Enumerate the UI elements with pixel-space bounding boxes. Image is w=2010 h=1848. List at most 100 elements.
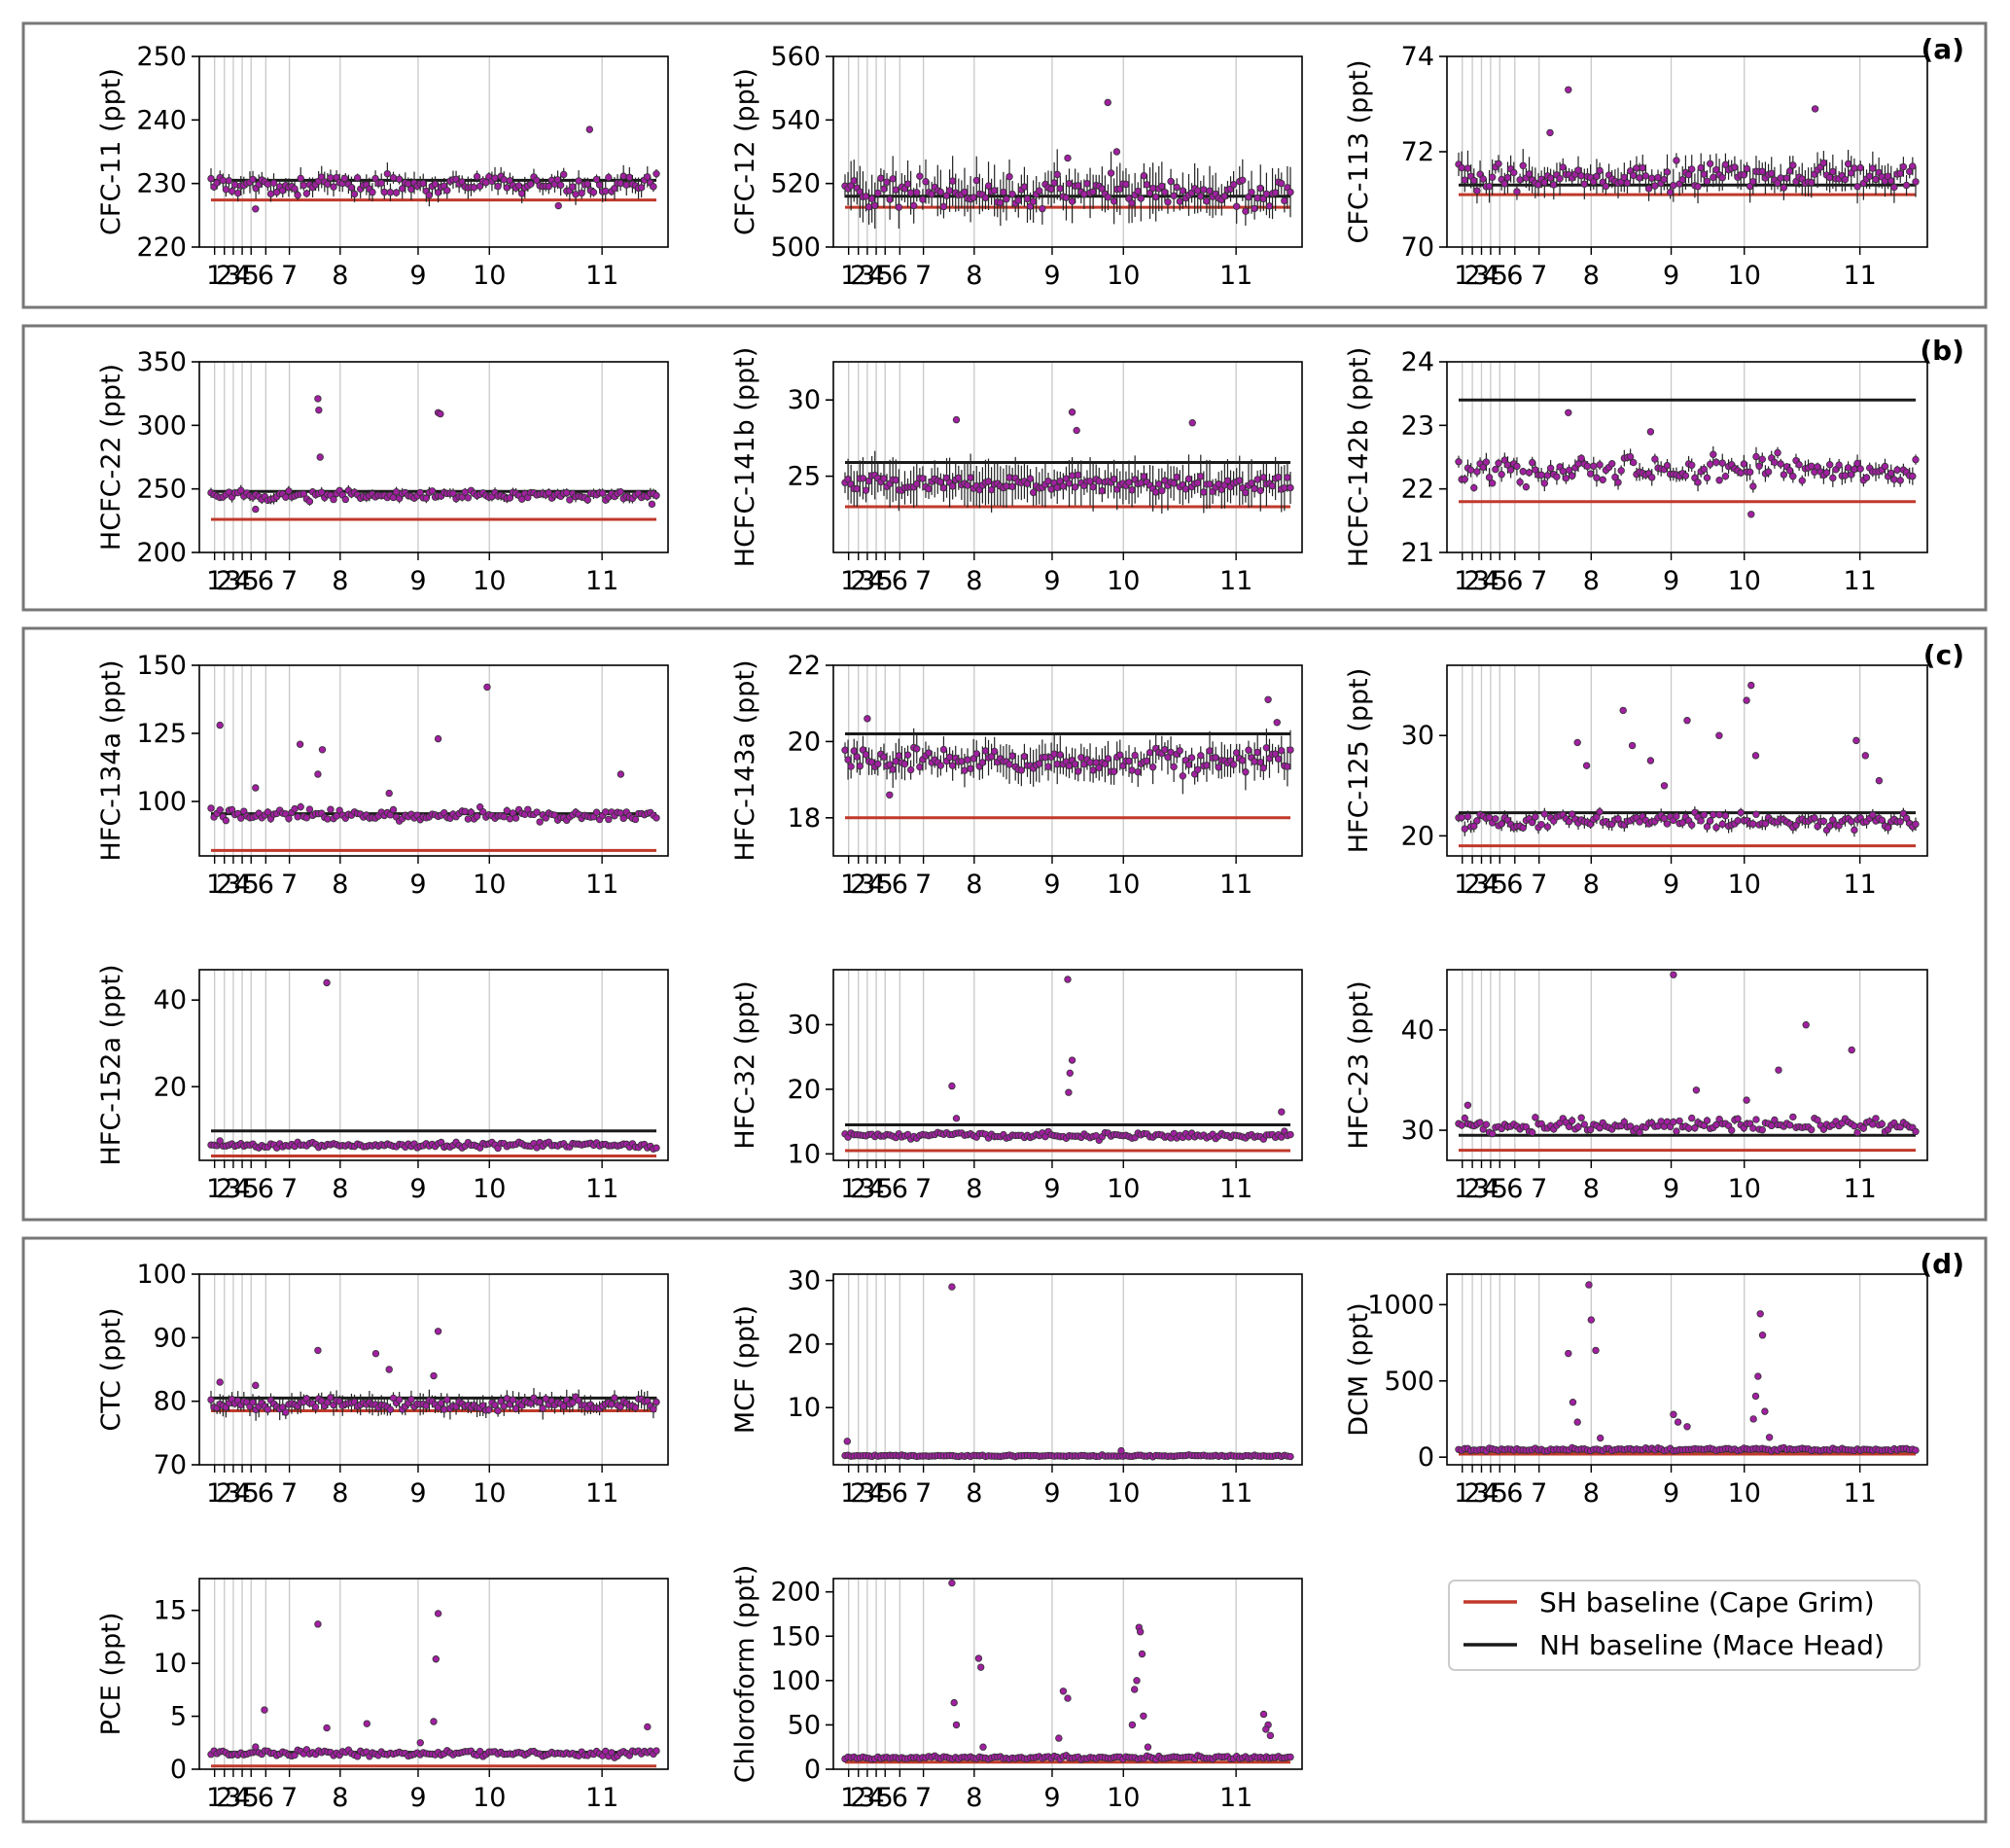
sample-point [913, 189, 921, 196]
sample-point [1789, 161, 1797, 169]
x-tick-label: 9 [1043, 870, 1060, 900]
sample-point [939, 745, 948, 754]
sample-point [1125, 479, 1133, 486]
sample-point [1068, 197, 1076, 205]
sample-point [1887, 177, 1895, 185]
y-tick-label: 20 [788, 727, 821, 757]
sample-point [637, 184, 646, 192]
sample-point [1167, 748, 1175, 757]
axes-frame [1446, 969, 1928, 1161]
y-tick-label: 250 [136, 42, 187, 72]
x-tick-label: 10 [1107, 1174, 1140, 1204]
x-tick-label: 1 [206, 566, 223, 596]
sample-point [1532, 813, 1539, 821]
sample-point [880, 753, 888, 761]
x-tick-label: 9 [1043, 261, 1060, 291]
sample-point [252, 505, 260, 514]
sample-point [1176, 197, 1183, 205]
sample-point [1503, 173, 1512, 182]
sample-point [1639, 163, 1646, 172]
sample-point [1694, 479, 1702, 486]
sample-point [1660, 782, 1669, 790]
sample-point [1116, 751, 1124, 759]
sample-point [1117, 1446, 1125, 1455]
sample-point [556, 181, 565, 190]
sample-point [269, 179, 278, 187]
sample-point [1253, 476, 1261, 483]
sample-point [1775, 1066, 1782, 1074]
sample-point [936, 478, 945, 486]
sample-point [1602, 182, 1610, 191]
sample-point [1513, 462, 1521, 471]
sample-point [1808, 178, 1816, 187]
sample-point [506, 494, 514, 502]
x-tick-label: 10 [473, 1174, 506, 1204]
sample-point [1200, 488, 1208, 496]
x-tick-label: 1 [1454, 566, 1470, 596]
sample-point [330, 183, 337, 191]
sample-point [1706, 160, 1714, 167]
sample-point [1003, 482, 1010, 490]
x-tick-label: 10 [473, 870, 506, 900]
sample-point [1463, 812, 1472, 821]
sample-point [1495, 160, 1502, 168]
y-tick-label: 72 [1401, 137, 1434, 167]
x-tick-label: 5 [1492, 1174, 1508, 1204]
x-tick-label: 4 [1482, 566, 1499, 596]
x-tick-label: 3 [1473, 566, 1490, 596]
y-tick-label: 20 [1401, 821, 1434, 851]
x-tick-label: 10 [473, 261, 506, 291]
sample-point [900, 760, 909, 768]
sample-point [1681, 472, 1690, 480]
sample-point [1590, 462, 1598, 470]
sample-point [948, 177, 957, 185]
sample-point [503, 1395, 511, 1403]
y-tick-label: 70 [1401, 232, 1434, 263]
y-tick-label: 200 [136, 538, 187, 568]
sample-point [1749, 820, 1757, 828]
sample-point [1155, 480, 1163, 488]
sample-point [566, 496, 574, 504]
x-tick-label: 5 [243, 1478, 260, 1509]
sample-point [939, 483, 948, 492]
sample-point [291, 185, 299, 193]
sample-point [1565, 1122, 1573, 1131]
sample-point [1697, 163, 1705, 172]
sample-point [844, 756, 852, 764]
sample-point [1029, 488, 1038, 497]
sample-point [380, 188, 388, 196]
y-tick-label: 18 [788, 803, 821, 834]
sample-point [1151, 488, 1160, 496]
sample-point [1053, 760, 1061, 768]
sample-point [1819, 159, 1828, 167]
x-tick-label: 11 [585, 261, 618, 291]
x-tick-label: 11 [585, 1174, 618, 1204]
sample-point [430, 1371, 438, 1380]
sample-point [323, 978, 331, 987]
x-tick-label: 8 [966, 566, 982, 596]
sample-point [1039, 204, 1046, 213]
x-tick-label: 5 [243, 566, 260, 596]
sample-point [1912, 820, 1920, 829]
sample-point [919, 475, 927, 482]
sample-point [1747, 681, 1755, 690]
group-frames: (a)(b)(c)(d) [21, 21, 1988, 1824]
sample-point [916, 763, 924, 771]
sample-point [1851, 164, 1858, 172]
sample-point [1565, 86, 1572, 93]
sample-point [916, 172, 924, 180]
sample-point [1746, 468, 1754, 477]
sample-point [1056, 185, 1065, 193]
sample-point [853, 484, 861, 493]
sample-point [533, 808, 541, 816]
x-tick-label: 1 [840, 870, 857, 900]
axes-frame [832, 969, 1303, 1161]
sample-point [1666, 188, 1675, 196]
sample-point [1125, 757, 1133, 765]
sample-point [1844, 160, 1852, 168]
sample-point [1485, 182, 1494, 191]
sample-point [1492, 815, 1499, 823]
sample-point [1516, 478, 1524, 486]
x-tick-label: 6 [892, 261, 908, 291]
